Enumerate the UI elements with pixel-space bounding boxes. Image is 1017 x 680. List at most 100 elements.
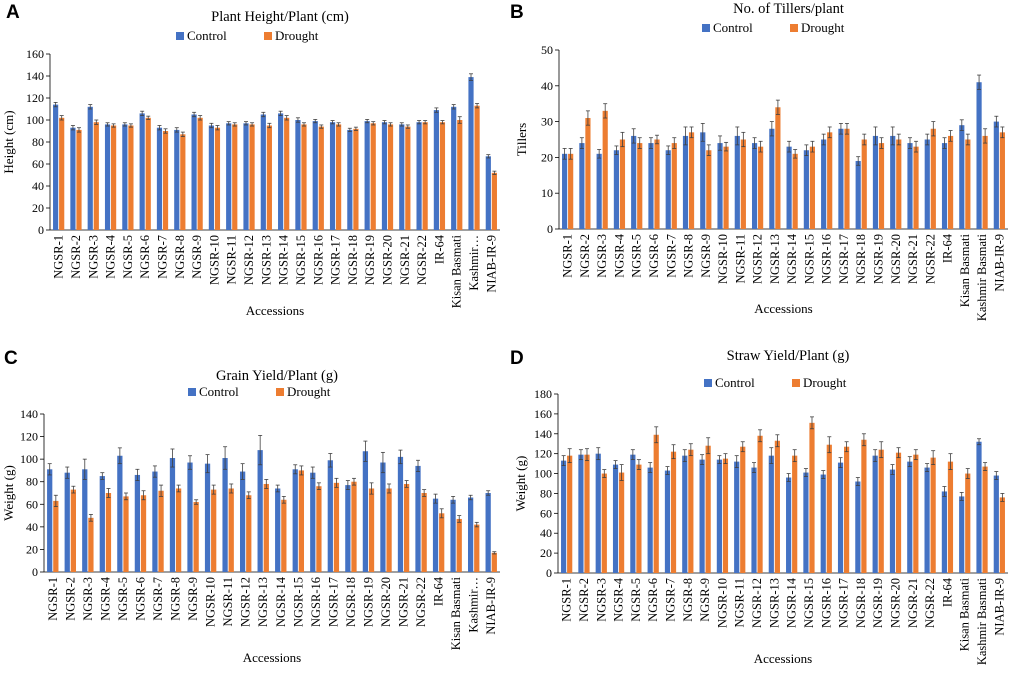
error-bar (140, 110, 145, 116)
bar-control (562, 153, 568, 229)
bar-control (310, 472, 316, 572)
bar-drought (844, 128, 850, 229)
error-bar (896, 133, 901, 146)
y-tick-label: 100 (26, 113, 44, 127)
bar-drought (318, 126, 324, 230)
bar-control (596, 153, 602, 229)
error-bar (567, 448, 572, 464)
bar-drought (947, 461, 954, 573)
x-tick-label: NGSR-22 (415, 235, 429, 285)
bar-drought (70, 489, 77, 572)
bar-control (976, 441, 982, 573)
y-tick-label: 100 (534, 467, 552, 481)
bar-drought (316, 486, 322, 572)
error-bar (942, 137, 947, 149)
bar-drought (193, 502, 199, 572)
x-tick-label: NIAB-IR-9 (484, 577, 498, 635)
error-bar (637, 137, 642, 149)
x-tick-label: NGSR-2 (69, 235, 83, 279)
error-bar (128, 123, 133, 128)
error-bar (278, 110, 283, 116)
error-bar (334, 477, 339, 488)
error-bar (293, 464, 298, 475)
bar-drought (403, 483, 410, 572)
bar-control (152, 471, 158, 572)
y-tick-label: 100 (20, 452, 38, 466)
bar-control (803, 472, 809, 573)
chart-svg: Straw Yield/Plant (g) Control Drought 0 20 40… (513, 348, 1008, 666)
bar-drought (774, 440, 780, 573)
error-bar (672, 137, 677, 149)
x-tick-label: NGSR-7 (664, 578, 678, 622)
error-bar (351, 477, 356, 486)
bar-drought (809, 146, 816, 229)
error-bar (434, 107, 439, 113)
error-bar (123, 492, 128, 501)
x-axis-label: Accessions (243, 650, 302, 665)
error-bar (723, 453, 728, 465)
bar-drought (175, 488, 182, 572)
legend-label: Drought (287, 384, 331, 399)
x-tick-label: NGSR-16 (309, 577, 323, 627)
error-bar (76, 127, 81, 133)
error-bar (827, 436, 832, 454)
x-tick-label: NGSR-5 (629, 578, 643, 622)
bar-control (855, 160, 861, 229)
y-tick-label: 160 (26, 47, 44, 61)
error-bar (47, 463, 52, 476)
x-tick-label: Kisan Basmati (449, 576, 463, 650)
x-tick-label: NGSR-4 (612, 577, 626, 622)
bar-control (959, 496, 965, 573)
bar-drought (965, 139, 971, 229)
legend-label: Control (713, 20, 753, 35)
error-bar (630, 449, 635, 461)
error-bar (913, 449, 918, 461)
legend-label: Drought (275, 28, 319, 43)
panel-label: C (4, 348, 18, 369)
error-bar (578, 449, 583, 461)
bar-drought (792, 153, 798, 229)
bar-drought (861, 139, 867, 229)
x-tick-label: NGSR-19 (363, 235, 377, 285)
bar-drought (878, 449, 884, 573)
error-bar (469, 73, 474, 81)
bar-control (647, 467, 653, 573)
bar-control (399, 124, 405, 230)
error-bar (486, 490, 491, 496)
error-bar (209, 122, 214, 129)
error-bar (965, 133, 970, 146)
x-axis-label: Accessions (754, 301, 813, 316)
x-tick-label: NGSR-4 (612, 233, 626, 278)
bar-drought (351, 481, 357, 572)
bar-drought (105, 493, 112, 572)
bar-control (907, 143, 913, 229)
error-bar (671, 444, 676, 460)
bar-control (976, 82, 982, 229)
x-tick-label: NGSR-3 (594, 578, 608, 622)
y-tick-label: 40 (32, 179, 44, 193)
bar-control (682, 455, 688, 573)
x-tick-label: NGSR-8 (682, 234, 696, 278)
x-tick-label: NGSR-7 (156, 235, 170, 279)
bar-control (941, 143, 948, 229)
bar-control (362, 451, 369, 572)
bar-drought (333, 482, 340, 572)
chart-panel-b: B No. of Tillers/plant Control Drought 0 10 2… (508, 0, 1017, 340)
bar-control (134, 474, 141, 572)
x-tick-label: NGSR-13 (768, 234, 782, 284)
bar-drought (111, 125, 117, 230)
bar-drought (568, 153, 574, 229)
bar-control (485, 493, 491, 572)
x-tick-label: Kashmir Basmati (975, 577, 989, 665)
error-bar (65, 466, 70, 479)
bar-drought (439, 122, 446, 230)
panel-label: A (6, 2, 20, 23)
bar-drought (775, 107, 781, 229)
error-bar (775, 99, 780, 115)
error-bar (417, 120, 422, 125)
chart-svg: No. of Tillers/plant Control Drought 0 10 20 3… (514, 1, 1008, 321)
error-bar (299, 465, 304, 476)
x-tick-label: NGSR-8 (169, 577, 183, 621)
x-tick-label: NGSR-9 (698, 578, 712, 622)
bar-drought (263, 483, 269, 572)
